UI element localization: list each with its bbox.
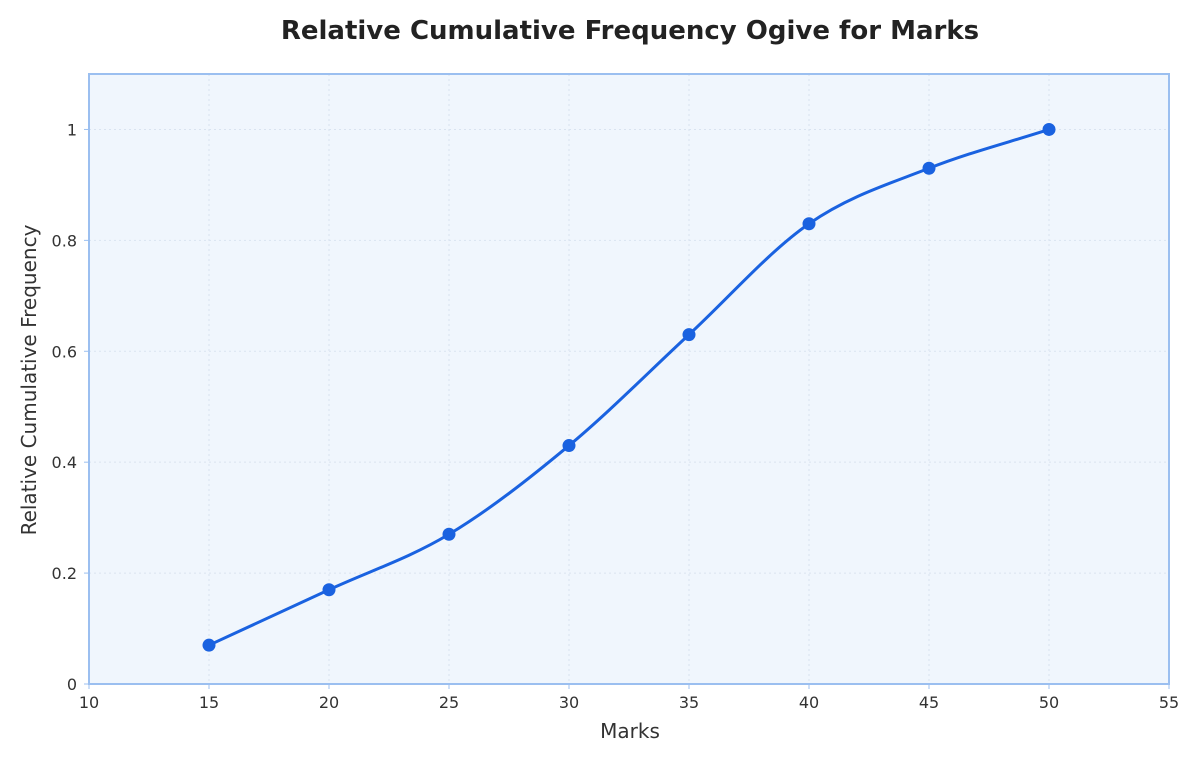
y-tick-label: 0.2 — [52, 564, 77, 583]
x-tick-label: 25 — [439, 693, 459, 712]
y-axis-label: Relative Cumulative Frequency — [17, 224, 41, 535]
x-tick-label: 40 — [799, 693, 819, 712]
y-tick-label: 0 — [67, 675, 77, 694]
y-tick-label: 0.6 — [52, 342, 77, 361]
series-line — [207, 127, 1051, 647]
y-tick-label: 1 — [67, 120, 77, 139]
series-layer — [202, 122, 1056, 652]
data-point-marker — [922, 161, 936, 175]
plot-border — [88, 73, 1170, 685]
grid-lines — [89, 74, 1169, 684]
data-point-marker — [322, 583, 336, 597]
x-axis-label: Marks — [600, 719, 660, 743]
data-point-marker — [1042, 122, 1056, 136]
data-point-marker — [682, 328, 696, 342]
data-point-marker — [202, 638, 216, 652]
x-tick-label: 35 — [679, 693, 699, 712]
x-tick-label: 45 — [919, 693, 939, 712]
y-tick-label: 0.8 — [52, 231, 77, 250]
x-tick-label: 30 — [559, 693, 579, 712]
chart-title: Relative Cumulative Frequency Ogive for … — [281, 16, 979, 46]
x-tick-label: 55 — [1159, 693, 1179, 712]
x-tick-label: 10 — [79, 693, 99, 712]
data-point-marker — [562, 439, 576, 453]
x-tick-label: 50 — [1039, 693, 1059, 712]
plot-area — [89, 74, 1169, 684]
axes: 10 15 20 25 30 35 40 45 50 55 0 0.2 0.4 0.6 0.8 1 — [52, 73, 1179, 712]
x-tick-label: 15 — [199, 693, 219, 712]
data-point-marker — [442, 527, 456, 541]
x-tick-label: 20 — [319, 693, 339, 712]
y-tick-label: 0.4 — [52, 453, 77, 472]
data-point-marker — [802, 217, 816, 231]
